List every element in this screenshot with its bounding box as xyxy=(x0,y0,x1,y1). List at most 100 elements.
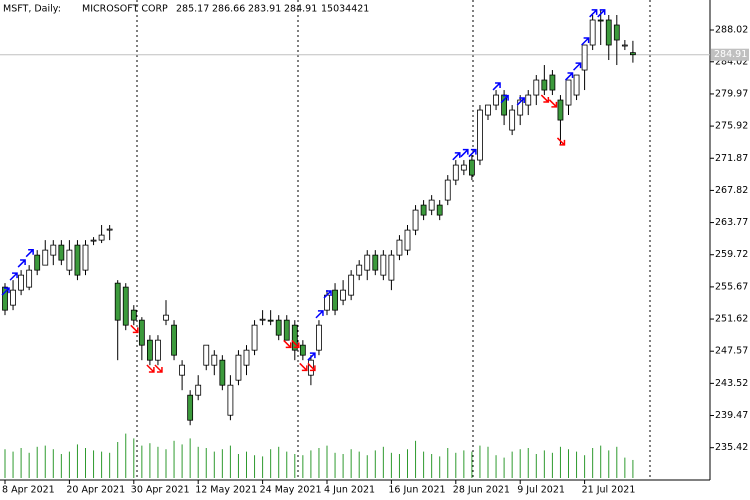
sell-arrow xyxy=(291,339,300,349)
header-low: 283.91 xyxy=(248,4,281,15)
candle-body xyxy=(299,344,306,356)
buy-arrow xyxy=(1,287,10,296)
candle-body xyxy=(146,339,153,361)
candle-body xyxy=(549,74,556,91)
buy-arrow xyxy=(468,148,477,158)
x-tick-label: 20 Apr 2021 xyxy=(66,485,125,496)
candle-body xyxy=(372,254,379,271)
candle-body xyxy=(195,384,202,396)
candle-body xyxy=(82,244,89,271)
buy-arrow xyxy=(315,310,324,319)
candle-body xyxy=(565,79,572,106)
y-tick-label: 271.87 xyxy=(715,153,748,164)
sell-arrow xyxy=(556,137,566,146)
buy-arrow xyxy=(17,259,26,268)
candle-body xyxy=(179,364,186,376)
candle-body xyxy=(219,359,226,386)
candle-body xyxy=(517,99,524,116)
candle-body xyxy=(163,314,169,321)
header-close: 284.91 xyxy=(284,4,317,15)
candle-body xyxy=(316,324,322,351)
candle-body xyxy=(2,286,8,311)
candle-body xyxy=(58,244,65,261)
sell-arrow xyxy=(146,364,155,373)
buy-arrow xyxy=(323,290,332,299)
y-tick-label: 288.02 xyxy=(715,25,748,36)
header-open: 285.17 xyxy=(176,4,209,15)
x-tick-label: 16 Jun 2021 xyxy=(388,485,445,496)
candle-body xyxy=(396,239,403,256)
symbol-title: MSFT, Daily: xyxy=(3,4,61,15)
candle-body xyxy=(364,254,371,271)
candle-body xyxy=(211,354,218,366)
candle-body xyxy=(428,199,435,211)
candle-body xyxy=(605,19,612,46)
candle-body xyxy=(18,274,25,291)
candle-body xyxy=(589,19,596,46)
candle-body xyxy=(452,164,459,181)
candle-body xyxy=(621,44,628,47)
candle-body xyxy=(388,254,395,281)
candle-body xyxy=(412,209,419,231)
sell-arrow xyxy=(283,339,292,349)
sell-arrow xyxy=(540,94,550,103)
candle-body xyxy=(404,229,411,251)
buy-arrow xyxy=(516,97,525,106)
buy-arrow xyxy=(25,248,34,258)
candle-body xyxy=(573,74,580,96)
candle-body xyxy=(436,204,443,216)
y-tick-label: 243.52 xyxy=(715,378,748,389)
x-tick-label: 24 May 2021 xyxy=(260,485,322,496)
x-tick-label: 21 Jul 2021 xyxy=(582,485,636,496)
candle-body xyxy=(541,79,548,91)
candle-body xyxy=(26,269,33,288)
candle-body xyxy=(291,324,298,351)
sell-arrow xyxy=(299,362,308,372)
buy-arrow xyxy=(581,37,590,46)
buy-arrow xyxy=(9,272,18,281)
x-tick-label: 28 Jun 2021 xyxy=(453,485,510,496)
symbol-description: MICROSOFT CORP xyxy=(82,4,168,15)
buy-arrow xyxy=(460,148,469,158)
y-tick-label: 235.42 xyxy=(715,442,748,453)
candle-body xyxy=(460,164,467,171)
buy-arrow xyxy=(452,152,461,161)
candle-body xyxy=(630,52,636,56)
candle-body xyxy=(90,239,97,242)
y-tick-label: 279.97 xyxy=(715,88,748,99)
sell-arrow xyxy=(307,362,316,372)
sell-arrow xyxy=(154,364,163,373)
candle-body xyxy=(332,289,338,311)
candle-body xyxy=(74,244,81,276)
x-tick-label: 9 Jul 2021 xyxy=(517,485,565,496)
candle-body xyxy=(10,289,16,306)
sell-arrow xyxy=(130,324,139,334)
candle-body xyxy=(50,244,57,256)
y-tick-label: 239.47 xyxy=(715,410,748,421)
candle-body xyxy=(106,228,113,231)
candle-body xyxy=(525,94,532,106)
candle-body xyxy=(597,19,604,22)
candle-body xyxy=(356,264,363,276)
candle-body xyxy=(130,309,137,321)
y-tick-label: 255.67 xyxy=(715,281,748,292)
candle-body xyxy=(275,319,282,336)
candle-body xyxy=(380,254,387,276)
candle-body xyxy=(138,319,145,346)
bid-label-box xyxy=(711,48,749,61)
header-volume: 15034421 xyxy=(321,4,369,15)
bid-label: 284.91 xyxy=(714,49,747,60)
candle-body xyxy=(477,109,483,161)
candle-body xyxy=(581,44,588,71)
buy-arrow xyxy=(564,72,574,81)
candle-body xyxy=(557,99,564,121)
candle-body xyxy=(203,344,210,366)
candle-body xyxy=(122,286,129,326)
buy-arrow xyxy=(573,62,582,71)
candle-body xyxy=(485,104,491,116)
candle-body xyxy=(267,319,274,322)
y-tick-label: 263.77 xyxy=(715,217,748,228)
sell-arrow xyxy=(548,99,558,108)
